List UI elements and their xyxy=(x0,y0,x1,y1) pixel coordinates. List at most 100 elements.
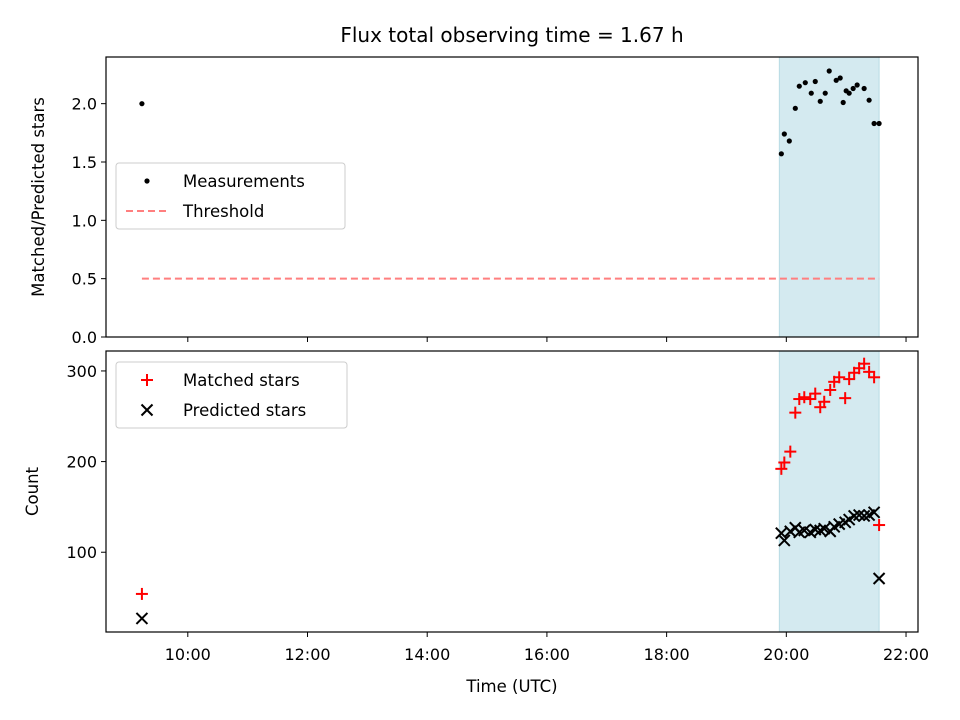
y-tick-label: 200 xyxy=(66,453,97,472)
cross-b xyxy=(847,509,861,523)
cross-b xyxy=(775,526,788,540)
measurement-point xyxy=(850,85,856,92)
cross-b xyxy=(857,509,871,523)
matched-star-point xyxy=(839,392,852,405)
predicted-star-point xyxy=(867,506,881,519)
bottom-panel: 100 200 300 10:00 12:00 14:00 16:00 18:00 20:00… xyxy=(23,350,929,696)
y-tick-label: 0.0 xyxy=(72,328,97,347)
top-y-ticks: 0.0 0.5 1.0 1.5 2.0 xyxy=(72,95,106,347)
measurement-point xyxy=(822,90,828,96)
legend-matched-marker xyxy=(141,374,153,386)
cross-b xyxy=(809,523,822,536)
x-tick-label: 18:00 xyxy=(644,645,690,664)
measurement-point xyxy=(833,77,839,83)
bottom-plot-marks xyxy=(135,357,886,625)
cross-b xyxy=(867,506,881,519)
predicted-star-point xyxy=(847,509,861,523)
legend-measurements-marker xyxy=(144,178,150,184)
measurement-point xyxy=(802,80,808,86)
legend-cross xyxy=(140,403,154,417)
top-legend: Measurements Threshold xyxy=(115,162,346,230)
measurement-point xyxy=(876,120,882,127)
predicted-star-point xyxy=(778,534,791,547)
measurement-point xyxy=(781,131,787,137)
top-panel: 0.00.51.01.52.0 Matched/Predicted stars … xyxy=(29,56,919,347)
matched-star-point xyxy=(778,456,791,469)
matched-star-point xyxy=(824,383,837,396)
predicted-star-point xyxy=(852,508,866,522)
x-tick-label: 12:00 xyxy=(284,645,330,664)
top-legend-box xyxy=(115,162,346,230)
y-tick-label: 2.0 xyxy=(72,95,97,114)
bottom-axes-frame xyxy=(105,350,919,633)
bottom-y-axis-label: Count xyxy=(23,466,42,516)
cross-b xyxy=(872,572,886,585)
top-plot-marks xyxy=(139,68,882,280)
x-tick-label: 14:00 xyxy=(404,645,450,664)
measurement-point xyxy=(826,68,832,74)
legend-threshold-label: Threshold xyxy=(182,202,264,221)
predicted-star-point xyxy=(814,524,827,537)
measurement-point xyxy=(792,105,798,111)
bottom-y-ticks: 100 200 300 xyxy=(66,362,106,562)
matched-star-point xyxy=(868,371,881,384)
matched-star-point xyxy=(833,371,846,384)
measurement-point xyxy=(817,98,823,104)
measurement-point xyxy=(854,82,860,88)
matched-star-point xyxy=(784,445,797,458)
measurement-point xyxy=(837,75,843,81)
measurement-point xyxy=(861,85,867,92)
cross-b xyxy=(140,403,154,417)
y-tick-label: 0.5 xyxy=(72,270,97,289)
cross-b xyxy=(135,612,149,625)
matched-star-point xyxy=(789,406,802,419)
measurement-point xyxy=(796,83,802,89)
matched-star-point xyxy=(135,587,148,600)
measurement-point xyxy=(840,99,846,106)
measurement-point xyxy=(812,78,818,85)
y-tick-label: 300 xyxy=(66,362,97,381)
legend-plus xyxy=(141,374,153,386)
cross-b xyxy=(778,534,791,547)
x-tick-label: 16:00 xyxy=(524,645,570,664)
cross-b xyxy=(852,508,866,522)
cross-b xyxy=(818,522,831,535)
matched-star-point xyxy=(818,395,831,408)
bottom-legend-box xyxy=(115,361,348,429)
matched-star-point xyxy=(873,519,886,532)
legend-predicted-marker xyxy=(140,403,154,417)
top-x-ticks xyxy=(187,337,907,342)
x-tick-label: 10:00 xyxy=(165,645,211,664)
legend-matched-label: Matched stars xyxy=(183,371,300,390)
measurement-point xyxy=(866,97,872,103)
x-tick-label: 20:00 xyxy=(763,645,809,664)
bottom-legend: Matched stars Predicted stars xyxy=(115,361,348,429)
measurement-point xyxy=(778,151,784,157)
matched-star-point xyxy=(858,357,871,370)
top-highlight-span xyxy=(778,56,880,338)
legend-measurements-label: Measurements xyxy=(183,172,305,191)
measurement-point xyxy=(846,90,852,96)
x-tick-label: 22:00 xyxy=(883,645,929,664)
y-tick-label: 1.5 xyxy=(72,153,97,172)
matched-star-point xyxy=(798,391,811,404)
measurement-point xyxy=(139,101,145,107)
matched-star-point xyxy=(775,462,788,475)
y-tick-label: 1.0 xyxy=(72,211,97,230)
predicted-star-point xyxy=(135,612,149,625)
cross-b xyxy=(814,524,827,537)
matched-star-point xyxy=(809,387,822,400)
predicted-star-point xyxy=(872,572,886,585)
top-y-axis-label: Matched/Predicted stars xyxy=(29,97,48,297)
cross-b xyxy=(798,524,811,537)
top-axes-frame xyxy=(105,56,919,338)
bottom-x-ticks: 10:00 12:00 14:00 16:00 18:00 20:00 22:00 xyxy=(165,632,929,664)
legend-predicted-label: Predicted stars xyxy=(183,401,306,420)
chart-title: Flux total observing time = 1.67 h xyxy=(340,23,683,47)
predicted-star-point xyxy=(857,509,871,523)
measurement-point xyxy=(786,138,792,144)
measurement-point xyxy=(871,120,877,127)
matched-star-point xyxy=(843,373,856,386)
x-axis-label: Time (UTC) xyxy=(465,677,557,696)
